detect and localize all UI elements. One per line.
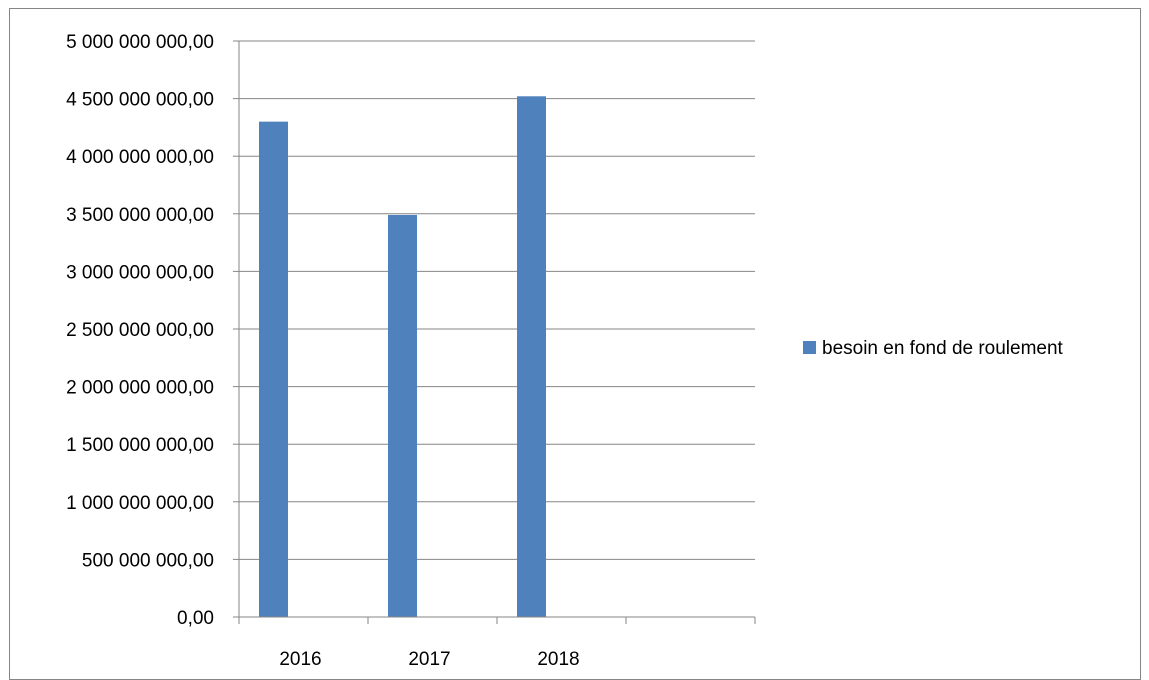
y-tick-label: 3 000 000 000,00 [66,262,214,283]
legend-swatch [803,341,816,354]
y-tick-labels: 0,00 500 000 000,00 1 000 000 000,00 1 500 … [66,32,214,629]
axes [233,40,756,624]
bar-2016 [259,121,288,617]
chart-frame [9,8,1141,680]
y-tick-label: 4 000 000 000,00 [66,147,214,168]
y-tick-label: 1 500 000 000,00 [66,435,214,456]
y-tick-label: 1 000 000 000,00 [66,493,214,514]
y-tick-label: 0,00 [177,608,214,629]
y-tick-label: 3 500 000 000,00 [66,205,214,226]
y-tick-label: 2 000 000 000,00 [66,378,214,399]
x-tick-label: 2016 [279,649,321,670]
y-tick-label: 4 500 000 000,00 [66,90,214,111]
x-tick-label: 2017 [408,649,450,670]
x-tick-label: 2018 [537,649,579,670]
y-tick-label: 500 000 000,00 [82,550,214,571]
bars [259,96,546,617]
legend: besoin en fond de roulement [803,338,1064,359]
legend-label: besoin en fond de roulement [822,338,1064,359]
x-tick-labels: 2016 2017 2018 [279,649,579,670]
y-tick-label: 5 000 000 000,00 [66,32,214,53]
bar-2018 [517,96,546,617]
bar-2017 [388,214,417,617]
gridlines [239,40,755,560]
y-tick-label: 2 500 000 000,00 [66,320,214,341]
